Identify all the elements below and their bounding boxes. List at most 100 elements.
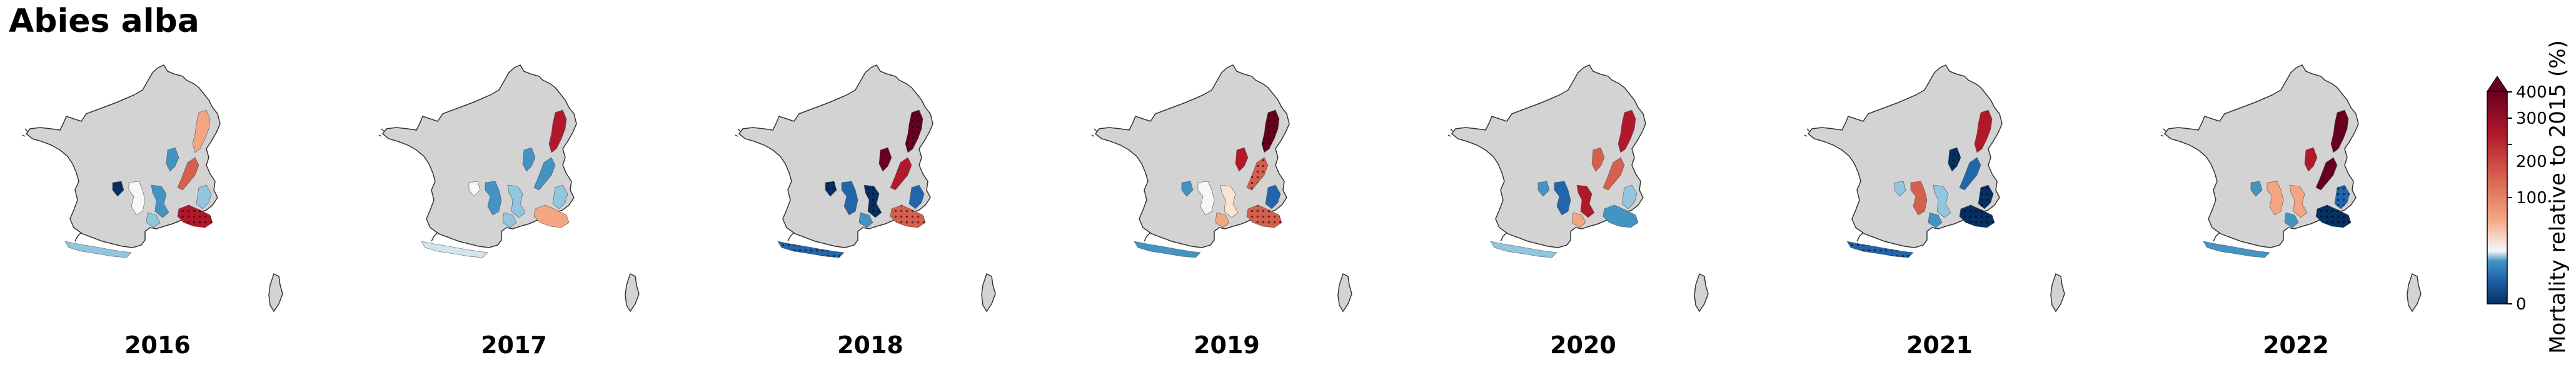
zone-mcC bbox=[1197, 181, 1215, 216]
zone-significance-hatch bbox=[2316, 205, 2351, 228]
colorbar-tick-400: 400 bbox=[2516, 83, 2547, 102]
zone-significance-hatch bbox=[1262, 110, 1279, 153]
year-label: 2016 bbox=[124, 331, 191, 359]
zone-mcW bbox=[1181, 181, 1194, 197]
zone-mcE bbox=[507, 184, 526, 218]
map-panel-2020: 2020 bbox=[1447, 64, 1709, 359]
zone-mcC bbox=[841, 181, 858, 216]
zone-pyr bbox=[64, 241, 132, 258]
zone-vosges bbox=[548, 109, 567, 153]
zone-vosges bbox=[1974, 109, 1993, 153]
france-outline bbox=[1807, 64, 2003, 248]
zone-mcS bbox=[2284, 212, 2299, 228]
france-outline bbox=[2163, 64, 2359, 248]
zone-mcC bbox=[1910, 181, 1928, 216]
zone-rhone bbox=[1591, 147, 1605, 172]
zone-mcS bbox=[502, 212, 517, 228]
corsica-outline bbox=[2407, 273, 2422, 313]
france-outline bbox=[381, 64, 577, 248]
zone-vosges bbox=[2330, 109, 2349, 153]
corsica-outline bbox=[2050, 273, 2065, 313]
zone-significance-hatch bbox=[1847, 241, 1913, 258]
france-outline bbox=[1451, 64, 1646, 248]
zone-mcS bbox=[1571, 212, 1586, 228]
colorbar: 0 100 200 300 400 Mortality relative to … bbox=[2487, 40, 2570, 354]
corsica-outline bbox=[1337, 273, 1352, 313]
zone-mcW bbox=[112, 181, 124, 197]
zone-mcS bbox=[1215, 212, 1230, 228]
year-label: 2022 bbox=[2263, 331, 2329, 359]
zone-mcC bbox=[2267, 181, 2284, 216]
colorbar-extend-arrow bbox=[2487, 76, 2508, 92]
france-outline bbox=[1094, 64, 1290, 248]
zone-significance-hatch bbox=[825, 181, 837, 196]
year-label: 2021 bbox=[1906, 331, 1973, 359]
zone-rhone bbox=[522, 147, 536, 172]
zone-significance-hatch bbox=[890, 205, 925, 228]
zone-mcC bbox=[128, 181, 146, 216]
zone-significance-hatch bbox=[778, 241, 844, 258]
year-label: 2019 bbox=[1194, 331, 1260, 359]
year-label: 2018 bbox=[837, 331, 903, 359]
figure-title: Abies alba bbox=[9, 3, 199, 40]
colorbar-tick-100: 100 bbox=[2516, 189, 2547, 208]
zone-mcE bbox=[2289, 184, 2308, 218]
map-panel-2021: 2021 bbox=[1804, 64, 2065, 359]
corsica-outline bbox=[268, 273, 283, 313]
zone-significance-hatch bbox=[1960, 205, 1995, 228]
zone-significance-hatch bbox=[1247, 205, 1282, 228]
zone-jura bbox=[1602, 157, 1625, 191]
france-outline bbox=[25, 64, 221, 248]
zone-alpsS bbox=[533, 204, 570, 228]
corsica-outline bbox=[625, 273, 640, 313]
zone-alpsN bbox=[552, 184, 568, 209]
year-label: 2017 bbox=[481, 331, 547, 359]
colorbar-tick-0: 0 bbox=[2516, 295, 2527, 314]
zone-jura bbox=[890, 157, 912, 191]
zone-mcW bbox=[2250, 181, 2263, 197]
zone-mcW bbox=[468, 181, 481, 197]
zone-alpsN bbox=[1265, 184, 1281, 209]
zone-alpsN bbox=[908, 184, 925, 209]
map-panel-2016: 2016 bbox=[22, 64, 283, 359]
zone-mcW bbox=[1537, 181, 1550, 197]
year-label: 2020 bbox=[1550, 331, 1616, 359]
zone-alpsS bbox=[1602, 204, 1639, 228]
zone-rhone bbox=[1235, 147, 1249, 172]
zone-mcC bbox=[1554, 181, 1571, 216]
zone-jura bbox=[177, 157, 199, 191]
zone-significance-hatch bbox=[178, 205, 213, 228]
zone-mcE bbox=[1933, 184, 1951, 218]
zone-significance-hatch bbox=[1978, 185, 1993, 209]
zone-vosges bbox=[192, 109, 211, 153]
zone-rhone bbox=[878, 147, 892, 172]
zone-mcS bbox=[858, 212, 873, 228]
france-outline bbox=[738, 64, 933, 248]
colorbar-tick-200: 200 bbox=[2516, 153, 2547, 171]
zone-significance-hatch bbox=[2335, 185, 2350, 209]
map-panel-2019: 2019 bbox=[1091, 64, 1352, 359]
zone-mcC bbox=[485, 181, 502, 216]
zone-mcS bbox=[1928, 212, 1943, 228]
zone-alpsN bbox=[1621, 184, 1638, 209]
map-panel-2022: 2022 bbox=[2160, 64, 2422, 359]
colorbar-ticks bbox=[2507, 91, 2512, 304]
zone-pyr bbox=[1134, 241, 1201, 258]
zone-pyr bbox=[421, 241, 488, 258]
zone-jura bbox=[1959, 157, 1981, 191]
zone-jura bbox=[533, 157, 556, 191]
map-panel-2018: 2018 bbox=[735, 64, 996, 359]
zone-significance-hatch bbox=[1247, 158, 1268, 190]
zone-jura bbox=[2315, 157, 2338, 191]
map-panel-2017: 2017 bbox=[378, 64, 640, 359]
zone-significance-hatch bbox=[1948, 148, 1961, 171]
zone-mcS bbox=[146, 212, 161, 228]
zone-mcE bbox=[1220, 184, 1239, 218]
colorbar-label: Mortality relative to 2015 (%) bbox=[2545, 40, 2570, 354]
zone-significance-hatch bbox=[864, 185, 882, 218]
zone-rhone bbox=[166, 147, 179, 172]
zone-rhone bbox=[2304, 147, 2318, 172]
colorbar-gradient bbox=[2487, 91, 2508, 304]
colorbar-tick-300: 300 bbox=[2516, 109, 2547, 128]
